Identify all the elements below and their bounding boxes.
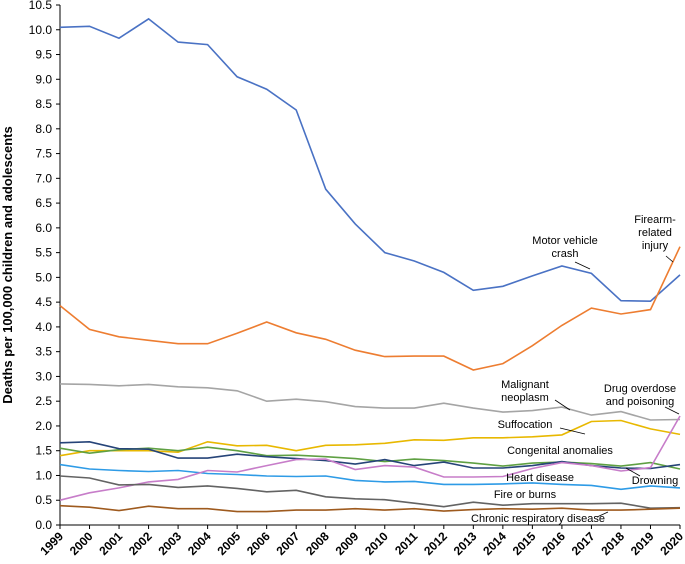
x-tick-label: 2009 xyxy=(333,529,362,558)
x-tick-label: 2020 xyxy=(657,529,685,558)
x-tick-label: 2002 xyxy=(126,529,155,558)
series-label: Chronic respiratory disease xyxy=(471,513,605,525)
leader-line xyxy=(665,255,674,263)
x-tick-label: 2000 xyxy=(67,529,96,558)
x-tick-label: 2005 xyxy=(214,529,243,558)
series-label: Fire or burns xyxy=(494,489,557,501)
y-tick-label: 10.5 xyxy=(29,0,53,12)
x-tick-label: 2004 xyxy=(185,529,214,558)
x-tick-label: 2016 xyxy=(539,529,568,558)
leader-line xyxy=(574,261,591,270)
y-tick-label: 6.0 xyxy=(35,221,52,235)
x-tick-label: 2008 xyxy=(303,529,332,558)
x-tick-label: 2015 xyxy=(510,529,539,558)
series-label: Heart disease xyxy=(506,472,574,484)
x-tick-label: 2006 xyxy=(244,529,273,558)
y-tick-label: 8.5 xyxy=(35,97,52,111)
series-line xyxy=(59,475,681,510)
series-label: Suffocation xyxy=(498,419,553,431)
series-line xyxy=(59,17,681,303)
leader-line xyxy=(664,406,680,415)
x-tick-label: 2019 xyxy=(628,529,657,558)
y-tick-label: 4.0 xyxy=(35,320,52,334)
y-tick-label: 0.0 xyxy=(35,518,52,532)
y-tick-label: 1.5 xyxy=(35,444,52,458)
x-tick-label: 2007 xyxy=(274,529,303,558)
series-label: Motor vehicle crash xyxy=(532,235,597,260)
y-tick-label: 7.5 xyxy=(35,147,52,161)
y-tick-label: 5.0 xyxy=(35,270,52,284)
y-tick-label: 1.0 xyxy=(35,468,52,482)
x-tick-label: 2012 xyxy=(421,529,450,558)
leader-line xyxy=(554,399,571,411)
series-line xyxy=(59,463,681,491)
y-tick-label: 2.5 xyxy=(35,394,52,408)
leader-line xyxy=(625,467,641,477)
x-tick-label: 1999 xyxy=(37,529,66,558)
leader-line xyxy=(596,511,609,518)
x-tick-label: 2010 xyxy=(362,529,391,558)
series-line xyxy=(59,383,681,421)
series-line xyxy=(59,246,681,371)
y-tick-label: 2.0 xyxy=(35,419,52,433)
x-tick-label: 2017 xyxy=(569,529,598,558)
y-tick-label: 5.5 xyxy=(35,246,52,260)
x-tick-label: 2013 xyxy=(451,529,480,558)
series-label: Congenital anomalies xyxy=(507,445,613,457)
y-axis-label: Deaths per 100,000 children and adolesce… xyxy=(0,126,15,403)
series-label: Malignant neoplasm xyxy=(501,379,549,404)
y-tick-label: 3.5 xyxy=(35,345,52,359)
y-tick-label: 9.0 xyxy=(35,72,52,86)
y-tick-label: 4.5 xyxy=(35,295,52,309)
y-tick-label: 10.0 xyxy=(29,23,53,37)
y-tick-label: 8.0 xyxy=(35,122,52,136)
series-line xyxy=(59,415,681,501)
series-line xyxy=(59,419,681,457)
y-tick-label: 6.5 xyxy=(35,196,52,210)
leader-line xyxy=(559,427,586,435)
x-tick-label: 2018 xyxy=(598,529,627,558)
x-tick-label: 2014 xyxy=(480,529,509,558)
series-label: Firearm-related injury xyxy=(634,214,676,252)
series-label: Drowning xyxy=(632,475,678,487)
y-tick-label: 7.0 xyxy=(35,171,52,185)
series-line xyxy=(59,504,681,513)
y-tick-label: 3.0 xyxy=(35,369,52,383)
y-tick-label: 0.5 xyxy=(35,493,52,507)
y-tick-label: 9.5 xyxy=(35,48,52,62)
x-tick-label: 2001 xyxy=(96,529,125,558)
x-tick-label: 2003 xyxy=(155,529,184,558)
series-label: Drug overdose and poisoning xyxy=(604,383,676,408)
x-tick-label: 2011 xyxy=(392,529,421,558)
